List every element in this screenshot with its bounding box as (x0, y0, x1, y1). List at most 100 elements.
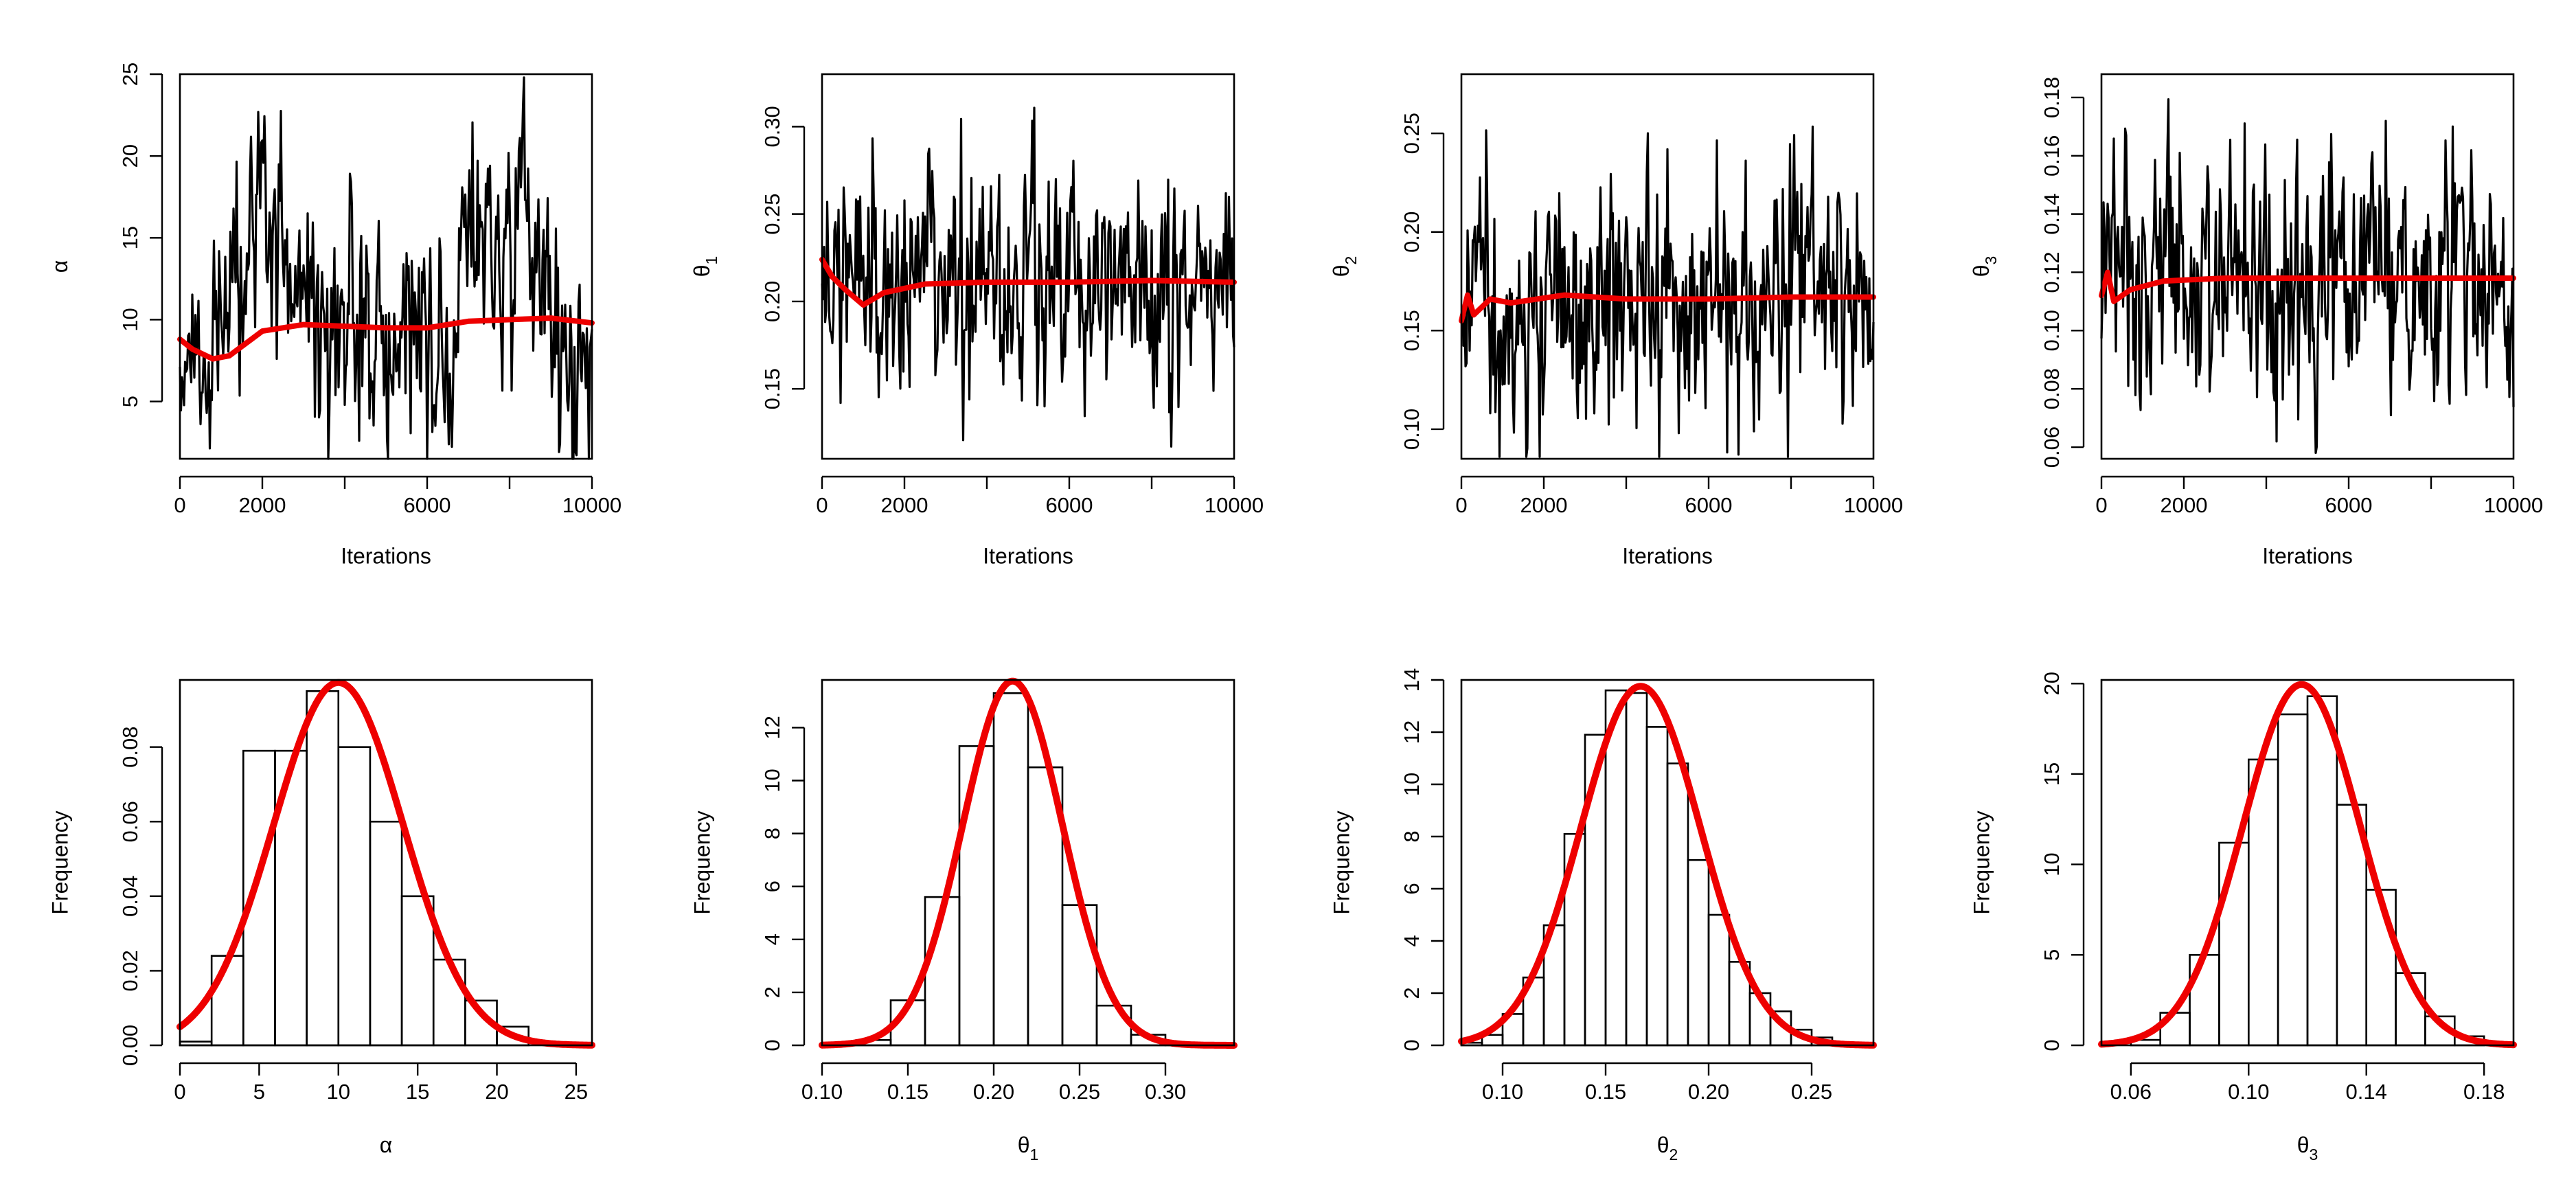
y-tick-label: 0 (2040, 1039, 2064, 1051)
histogram-bar (2189, 954, 2220, 1047)
x-tick-label: 2000 (2161, 493, 2208, 517)
x-axis-label: θ1 (1018, 1133, 1039, 1163)
y-tick-label: 0.04 (118, 876, 142, 917)
x-tick-label: 0.18 (2463, 1080, 2505, 1104)
x-tick-label: 6000 (1685, 493, 1733, 517)
panel-trace-theta3: 0 2000 6000 10000 0.06 0.08 0.10 0.12 0.14 0.16 0.… (1969, 73, 2543, 568)
density-curve (1458, 683, 1877, 1049)
histogram-bar (369, 820, 403, 1047)
panel-hist-alpha: 0 5 10 15 20 25 0.00 0.02 0.04 0.06 0.08 α Frequency (47, 679, 595, 1157)
y-tick-label: 15 (118, 226, 142, 249)
density-curve (2098, 681, 2517, 1049)
y-tick-label: 0.20 (760, 281, 784, 322)
y-tick-label: 4 (1400, 935, 1424, 946)
plot-frame (179, 73, 593, 460)
x-tick-label: 0 (174, 493, 185, 517)
y-tick-label: 12 (1400, 720, 1424, 744)
y-tick-label: 14 (1400, 668, 1424, 692)
y-axis-label: Frequency (1329, 810, 1354, 914)
x-axis-label: θ3 (2297, 1133, 2318, 1163)
x-tick-label: 10000 (562, 493, 622, 517)
y-tick-label: 0.10 (2040, 310, 2064, 351)
trace-line (2100, 98, 2515, 455)
y-tick-label: 0.12 (2040, 251, 2064, 293)
x-axis-label: Iterations (2262, 543, 2353, 568)
y-tick-label: 0.00 (118, 1025, 142, 1066)
plot-frame (1460, 679, 1875, 1047)
histogram-bar (306, 690, 340, 1047)
y-tick-label: 0.06 (118, 801, 142, 842)
y-tick-label: 15 (2040, 762, 2064, 786)
y-tick-label: 20 (118, 144, 142, 168)
x-tick-label: 0.14 (2346, 1080, 2387, 1104)
density-curve (176, 679, 595, 1049)
y-tick-label: 2 (1400, 987, 1424, 999)
histogram-bar (2277, 713, 2309, 1047)
histogram-bar (337, 746, 372, 1047)
x-tick-label: 0.06 (2110, 1080, 2152, 1104)
y-tick-label: 6 (760, 880, 784, 892)
y-axis-label: θ3 (1969, 256, 2000, 277)
y-tick-label: 5 (2040, 949, 2064, 961)
histogram-bar (400, 895, 435, 1047)
histogram-bar (1625, 692, 1648, 1047)
y-tick-label: 0.10 (1400, 409, 1424, 450)
y-axis-label: α (47, 260, 72, 273)
x-axis-label: θ2 (1657, 1133, 1678, 1163)
x-axis-label: Iterations (341, 543, 431, 568)
y-tick-label: 10 (2040, 852, 2064, 876)
histogram-bar (210, 955, 244, 1047)
y-tick-label: 0.15 (1400, 310, 1424, 351)
x-tick-label: 10000 (1205, 493, 1264, 517)
x-tick-label: 15 (406, 1080, 429, 1104)
histogram-bar (1666, 762, 1689, 1047)
y-tick-label: 25 (118, 62, 142, 86)
density-curve (819, 677, 1238, 1049)
y-tick-label: 0.15 (760, 368, 784, 409)
y-tick-label: 0.18 (2040, 77, 2064, 118)
y-axis-label: Frequency (1969, 810, 1994, 914)
histogram-bar (432, 958, 466, 1047)
histogram-bar (2218, 841, 2250, 1047)
panel-trace-theta2: 0 2000 6000 10000 0.10 0.15 0.20 0.25 Iterations… (1329, 73, 1903, 568)
x-tick-label: 10000 (1844, 493, 1903, 517)
y-axis-label: θ2 (1329, 256, 1360, 277)
y-tick-label: 6 (1400, 883, 1424, 894)
x-tick-label: 0 (174, 1080, 185, 1104)
plot-frame (2100, 73, 2515, 460)
x-tick-label: 2000 (1520, 493, 1568, 517)
x-tick-label: 0.20 (1688, 1080, 1729, 1104)
y-axis-label: Frequency (47, 810, 72, 914)
x-tick-label: 0.15 (887, 1080, 928, 1104)
y-axis-label: Frequency (689, 810, 714, 914)
plot-frame (179, 679, 593, 1047)
y-tick-label: 10 (1400, 773, 1424, 796)
x-tick-label: 0.10 (2228, 1080, 2269, 1104)
panel-hist-theta2: 0.10 0.15 0.20 0.25 0 2 4 6 8 10 12 14 θ2 Frequency (1329, 668, 1877, 1163)
y-tick-label: 0.08 (2040, 368, 2064, 409)
y-tick-label: 0.25 (1400, 113, 1424, 154)
trace-line (179, 76, 593, 460)
histogram-bar (1061, 904, 1098, 1047)
x-tick-label: 0 (2095, 493, 2107, 517)
x-tick-label: 2000 (239, 493, 286, 517)
x-tick-label: 6000 (2325, 493, 2373, 517)
x-tick-label: 6000 (404, 493, 451, 517)
x-tick-label: 0.30 (1145, 1080, 1186, 1104)
panel-hist-theta1: 0.10 0.15 0.20 0.25 0.30 0 2 4 6 8 10 12 θ1 Frequency (689, 677, 1238, 1163)
y-tick-label: 20 (2040, 672, 2064, 695)
x-tick-label: 0.25 (1791, 1080, 1832, 1104)
x-tick-label: 0.25 (1059, 1080, 1100, 1104)
y-tick-label: 0.06 (2040, 427, 2064, 468)
x-tick-label: 10000 (2484, 493, 2543, 517)
histogram-bar (1707, 913, 1731, 1047)
y-tick-label: 0.08 (118, 727, 142, 768)
y-tick-label: 8 (1400, 830, 1424, 842)
panel-trace-alpha: 0 2000 6000 10000 5 10 15 20 25 Iterations α (47, 62, 622, 569)
histogram-bar (992, 692, 1029, 1047)
y-tick-label: 10 (760, 769, 784, 792)
x-tick-label: 0 (816, 493, 828, 517)
x-tick-label: 25 (565, 1080, 588, 1104)
y-tick-label: 0 (760, 1039, 784, 1051)
histogram-bar (1095, 1004, 1132, 1047)
